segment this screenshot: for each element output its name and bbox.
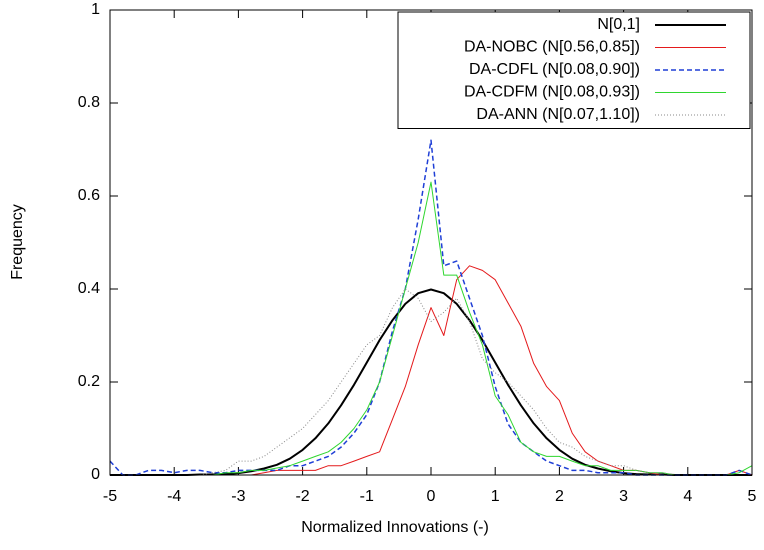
y-tick-label: 0.2 xyxy=(78,373,100,390)
x-tick-label: 3 xyxy=(619,488,628,505)
x-tick-label: -5 xyxy=(103,488,117,505)
series-line xyxy=(110,181,753,476)
y-axis-label: Frequency xyxy=(9,204,26,280)
x-axis-label: Normalized Innovations (-) xyxy=(301,519,489,536)
y-tick-label: 0 xyxy=(91,466,100,483)
plot-frame xyxy=(109,9,753,476)
y-tick-label: 0.6 xyxy=(78,187,100,204)
x-tick-label: 1 xyxy=(491,488,500,505)
series-line xyxy=(110,265,753,476)
y-tick-label: 0.4 xyxy=(78,280,100,297)
x-tick-label: 2 xyxy=(555,488,564,505)
series-line xyxy=(110,288,752,476)
legend-label: DA-CDFM (N[0.08,0.93]) xyxy=(464,84,640,101)
legend-label: DA-CDFL (N[0.08,0.90]) xyxy=(469,61,640,78)
series-line xyxy=(110,288,752,476)
x-tick-label: -4 xyxy=(167,488,181,505)
legend-label: N[0,1] xyxy=(597,16,640,33)
legend-label: DA-NOBC (N[0.56,0.85]) xyxy=(464,39,640,56)
x-tick-label: 0 xyxy=(427,488,436,505)
y-tick-label: 0.8 xyxy=(78,94,100,111)
y-tick-label: 1 xyxy=(91,1,100,18)
x-tick-label: 5 xyxy=(748,488,757,505)
legend-label: DA-ANN (N[0.07,1.10]) xyxy=(476,106,640,123)
x-tick-label: -3 xyxy=(231,488,245,505)
x-tick-label: -2 xyxy=(295,488,309,505)
x-tick-label: -1 xyxy=(360,488,374,505)
x-tick-label: 4 xyxy=(683,488,692,505)
